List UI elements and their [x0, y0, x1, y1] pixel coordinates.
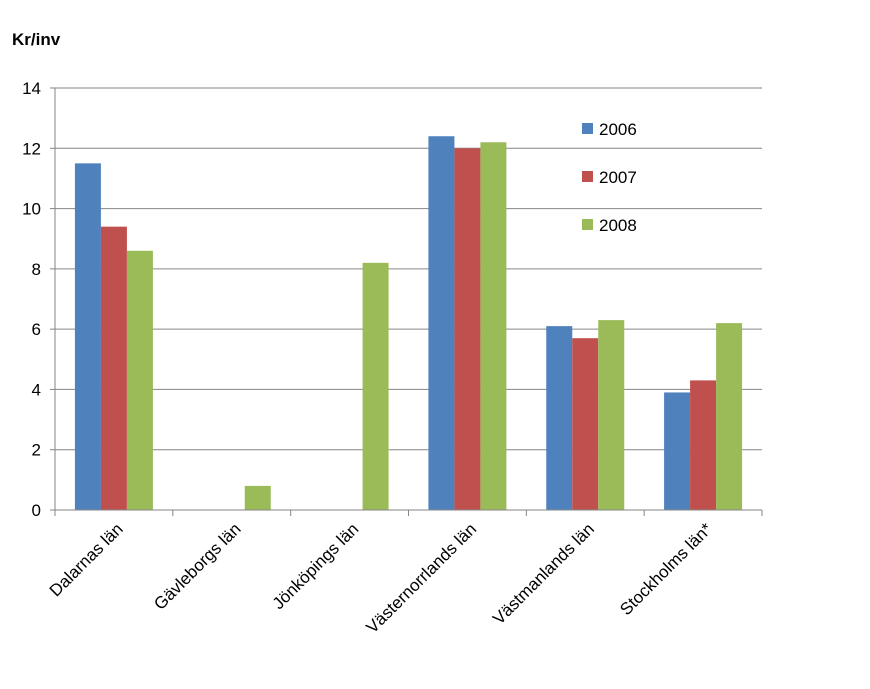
y-tick-label: 8	[32, 260, 41, 279]
x-tick-labels: Dalarnas län Gävleborgs län Jönköpings län…	[46, 519, 716, 637]
legend: 2006 2007 2008	[582, 120, 637, 235]
x-tick-label: Gävleborgs län	[150, 519, 244, 613]
y-tick-label: 10	[22, 200, 41, 219]
axes	[50, 87, 763, 516]
y-tick-label: 2	[32, 441, 41, 460]
bar-2008	[480, 142, 507, 510]
legend-swatch-2006	[582, 123, 593, 134]
legend-label-2006: 2006	[599, 120, 637, 139]
x-tick-label: Västmanlands län	[489, 519, 598, 628]
bar-group	[74, 136, 743, 511]
x-tick-label: Västernorrlands län	[363, 519, 481, 637]
legend-swatch-2008	[582, 219, 593, 230]
legend-label-2007: 2007	[599, 168, 637, 187]
y-tick-label: 0	[32, 501, 41, 520]
bar-2008	[598, 320, 625, 510]
y-unit-label: Kr/inv	[12, 30, 61, 49]
gridlines	[55, 87, 762, 451]
bar-2006	[428, 136, 455, 510]
y-tick-label: 6	[32, 320, 41, 339]
y-tick-label: 12	[22, 139, 41, 158]
legend-label-2008: 2008	[599, 216, 637, 235]
bar-2008	[244, 485, 271, 510]
legend-swatch-2007	[582, 171, 593, 182]
bar-2007	[454, 148, 481, 511]
bar-2006	[664, 392, 691, 510]
y-tick-label: 4	[32, 380, 41, 399]
bar-2006	[74, 163, 101, 510]
bar-2008	[716, 323, 743, 510]
x-tick-label: Dalarnas län	[46, 519, 127, 600]
x-tick-label: Stockholms län*	[616, 519, 716, 619]
bar-2007	[572, 338, 599, 510]
y-tick-labels: 0 2 4 6 8 10 12 14	[22, 79, 41, 520]
bar-2007	[690, 380, 717, 510]
bar-2007	[100, 226, 127, 510]
bar-2008	[126, 250, 153, 510]
bar-2008	[362, 262, 389, 510]
y-tick-label: 14	[22, 79, 41, 98]
x-tick-label: Jönköpings län	[269, 519, 363, 613]
bar-2006	[546, 326, 573, 510]
